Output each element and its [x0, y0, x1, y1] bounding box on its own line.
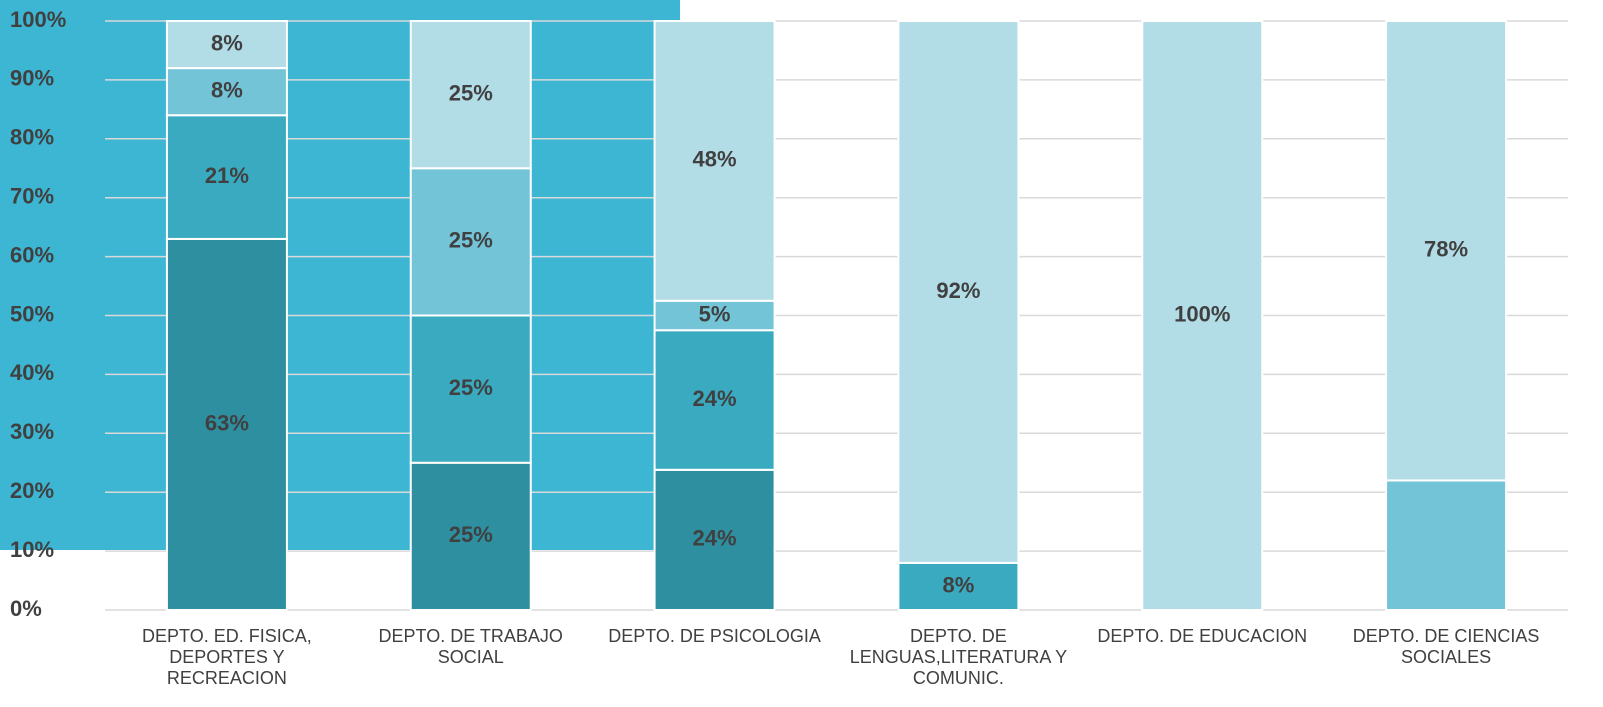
- y-tick-label: 20%: [10, 478, 54, 503]
- x-tick-label: DEPTO. DE CIENCIAS SOCIALES: [1352, 626, 1540, 667]
- value-label: 8%: [943, 572, 975, 597]
- value-label: 5%: [699, 301, 731, 326]
- value-label: 25%: [449, 80, 493, 105]
- value-label: 25%: [449, 522, 493, 547]
- y-tick-label: 60%: [10, 242, 54, 267]
- value-label: 92%: [936, 278, 980, 303]
- y-tick-label: 70%: [10, 184, 54, 209]
- bar-segment: [897, 20, 1020, 564]
- value-label: 24%: [693, 386, 737, 411]
- x-tick-label: DEPTO. DE PSICOLOGIA: [608, 626, 821, 646]
- y-tick-label: 90%: [10, 66, 54, 91]
- y-tick-label: 30%: [10, 419, 54, 444]
- bar-segment: [1385, 20, 1508, 482]
- bar-segment: [653, 20, 776, 302]
- value-label: 25%: [449, 228, 493, 253]
- value-label: 78%: [1424, 237, 1468, 262]
- y-tick-label: 40%: [10, 360, 54, 385]
- x-tick-label: DEPTO. DE LENGUAS,LITERATURA Y COMUNIC.: [849, 626, 1068, 688]
- y-tick-label: 0%: [10, 596, 42, 621]
- value-label: 63%: [205, 410, 249, 435]
- bar-segment: [409, 461, 532, 611]
- y-tick-label: 10%: [10, 537, 54, 562]
- bar-segment: [1141, 20, 1264, 611]
- y-tick-label: 50%: [10, 301, 54, 326]
- value-label: 8%: [211, 77, 243, 102]
- value-label: 8%: [211, 30, 243, 55]
- x-tick-label: DEPTO. DE EDUCACION: [1097, 626, 1308, 646]
- x-tick-label: DEPTO. ED. FISICA, DEPORTES Y RECREACION: [142, 626, 312, 688]
- bar-segment: [653, 468, 776, 611]
- bar-segment: [897, 561, 1020, 612]
- value-label: 21%: [205, 163, 249, 188]
- bar-segment: [653, 329, 776, 471]
- bar-segment: [165, 114, 288, 240]
- value-label: 24%: [693, 526, 737, 551]
- bar-segment: [409, 20, 532, 170]
- bar-segment: [165, 20, 288, 70]
- background-panel: [0, 0, 680, 550]
- y-tick-label: 80%: [10, 125, 54, 150]
- bar-segment: [165, 67, 288, 117]
- x-tick-label: DEPTO. DE TRABAJO SOCIAL: [378, 626, 563, 667]
- value-label: 25%: [449, 375, 493, 400]
- y-tick-label: 100%: [10, 7, 66, 32]
- value-label: 100%: [1174, 301, 1230, 326]
- bar-segment: [1385, 479, 1508, 612]
- value-label: 48%: [693, 147, 737, 172]
- bar-segment: [165, 237, 288, 611]
